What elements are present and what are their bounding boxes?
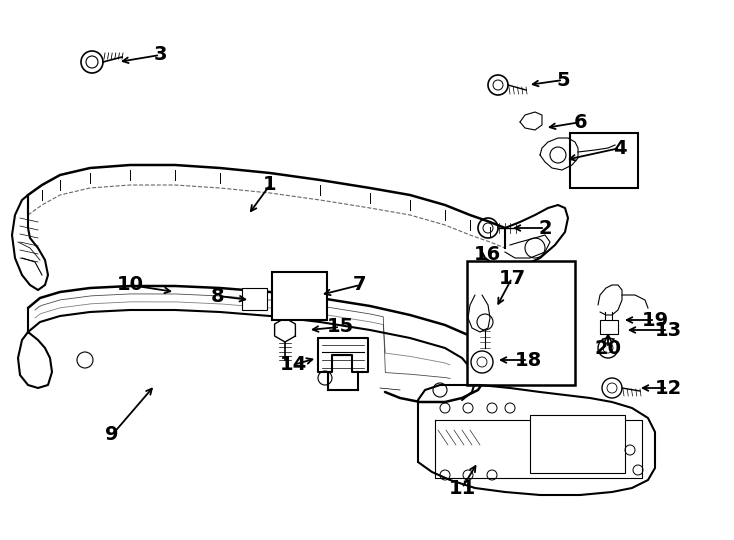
Text: 18: 18 (515, 350, 542, 369)
Text: 2: 2 (538, 219, 552, 238)
Text: 5: 5 (556, 71, 570, 90)
Text: 19: 19 (642, 310, 669, 329)
Text: 14: 14 (280, 355, 307, 375)
Bar (242, 288, 267, 310)
Text: 12: 12 (655, 379, 682, 397)
Text: 10: 10 (117, 275, 144, 294)
Text: 4: 4 (613, 138, 627, 158)
Text: 11: 11 (448, 478, 476, 497)
Bar (530, 415, 625, 473)
Text: 7: 7 (353, 275, 367, 294)
Bar (570, 133, 638, 188)
Text: 15: 15 (327, 318, 354, 336)
Text: 17: 17 (498, 268, 526, 287)
Bar (272, 272, 327, 320)
Text: 20: 20 (595, 339, 622, 357)
Text: 8: 8 (211, 287, 225, 306)
Text: 1: 1 (264, 176, 277, 194)
Text: 16: 16 (473, 246, 501, 265)
Bar (467, 261, 575, 385)
Text: 9: 9 (105, 426, 119, 444)
Bar (600, 320, 618, 334)
Text: 3: 3 (153, 45, 167, 64)
Text: 13: 13 (655, 321, 682, 340)
Text: 6: 6 (574, 112, 588, 132)
